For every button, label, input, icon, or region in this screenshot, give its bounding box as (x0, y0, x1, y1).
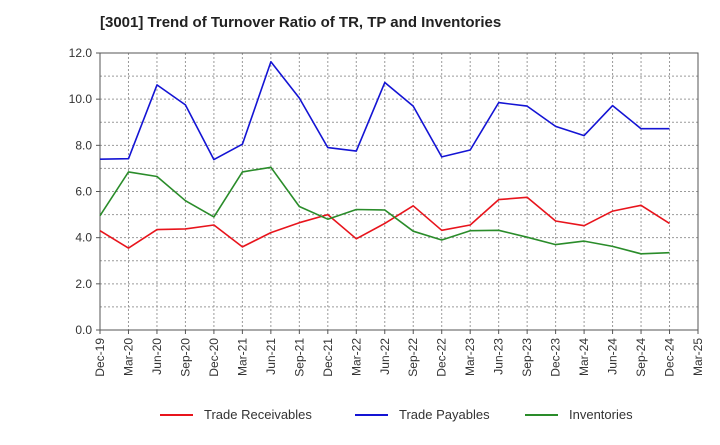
series-line-inventories (99, 166, 670, 255)
x-tick-label: Jun-23 (492, 338, 506, 375)
x-tick-label: Sep-21 (292, 338, 306, 377)
y-tick-label: 0.0 (75, 323, 92, 337)
x-tick-label: Mar-20 (121, 338, 135, 376)
x-tick-label: Dec-19 (93, 338, 107, 377)
y-tick-label: 10.0 (69, 92, 93, 106)
x-tick-label: Sep-22 (406, 338, 420, 377)
y-tick-label: 2.0 (75, 277, 92, 291)
legend: Trade Receivables Trade Payables Inventori… (160, 407, 633, 422)
x-tick-label: Mar-22 (349, 338, 363, 376)
x-tick-label: Jun-21 (264, 338, 278, 375)
axes: 0.0 2.0 4.0 6.0 8.0 10.0 12.0 Dec-19 Mar-20 Jun-2… (69, 46, 705, 377)
x-tick-label: Mar-24 (577, 338, 591, 376)
legend-label-trade-payables: Trade Payables (399, 407, 490, 422)
x-tick-label: Mar-25 (691, 338, 705, 376)
x-tick-label: Dec-23 (549, 338, 563, 377)
y-tick-label: 12.0 (69, 46, 93, 60)
y-tick-label: 6.0 (75, 185, 92, 199)
series-line-trade-receivables (99, 196, 670, 249)
x-tick-label: Jun-24 (606, 338, 620, 375)
series-line-trade-payables (99, 60, 670, 161)
x-tick-label: Jun-20 (150, 338, 164, 375)
x-tick-label: Sep-20 (178, 338, 192, 377)
x-tick-label: Mar-23 (463, 338, 477, 376)
y-tick-label: 8.0 (75, 138, 92, 152)
x-tick-label: Dec-20 (207, 338, 221, 377)
x-tick-label: Sep-24 (634, 338, 648, 377)
chart-title: [3001] Trend of Turnover Ratio of TR, TP… (100, 14, 502, 31)
x-tick-label: Sep-23 (520, 338, 534, 377)
y-tick-label: 4.0 (75, 231, 92, 245)
legend-label-inventories: Inventories (569, 407, 633, 422)
x-tick-label: Mar-21 (235, 338, 249, 376)
legend-label-trade-receivables: Trade Receivables (204, 407, 312, 422)
x-tick-label: Dec-21 (321, 338, 335, 377)
series-lines (99, 60, 670, 255)
x-tick-label: Jun-22 (378, 338, 392, 375)
x-tick-label: Dec-24 (663, 338, 677, 377)
x-tick-label: Dec-22 (435, 338, 449, 377)
